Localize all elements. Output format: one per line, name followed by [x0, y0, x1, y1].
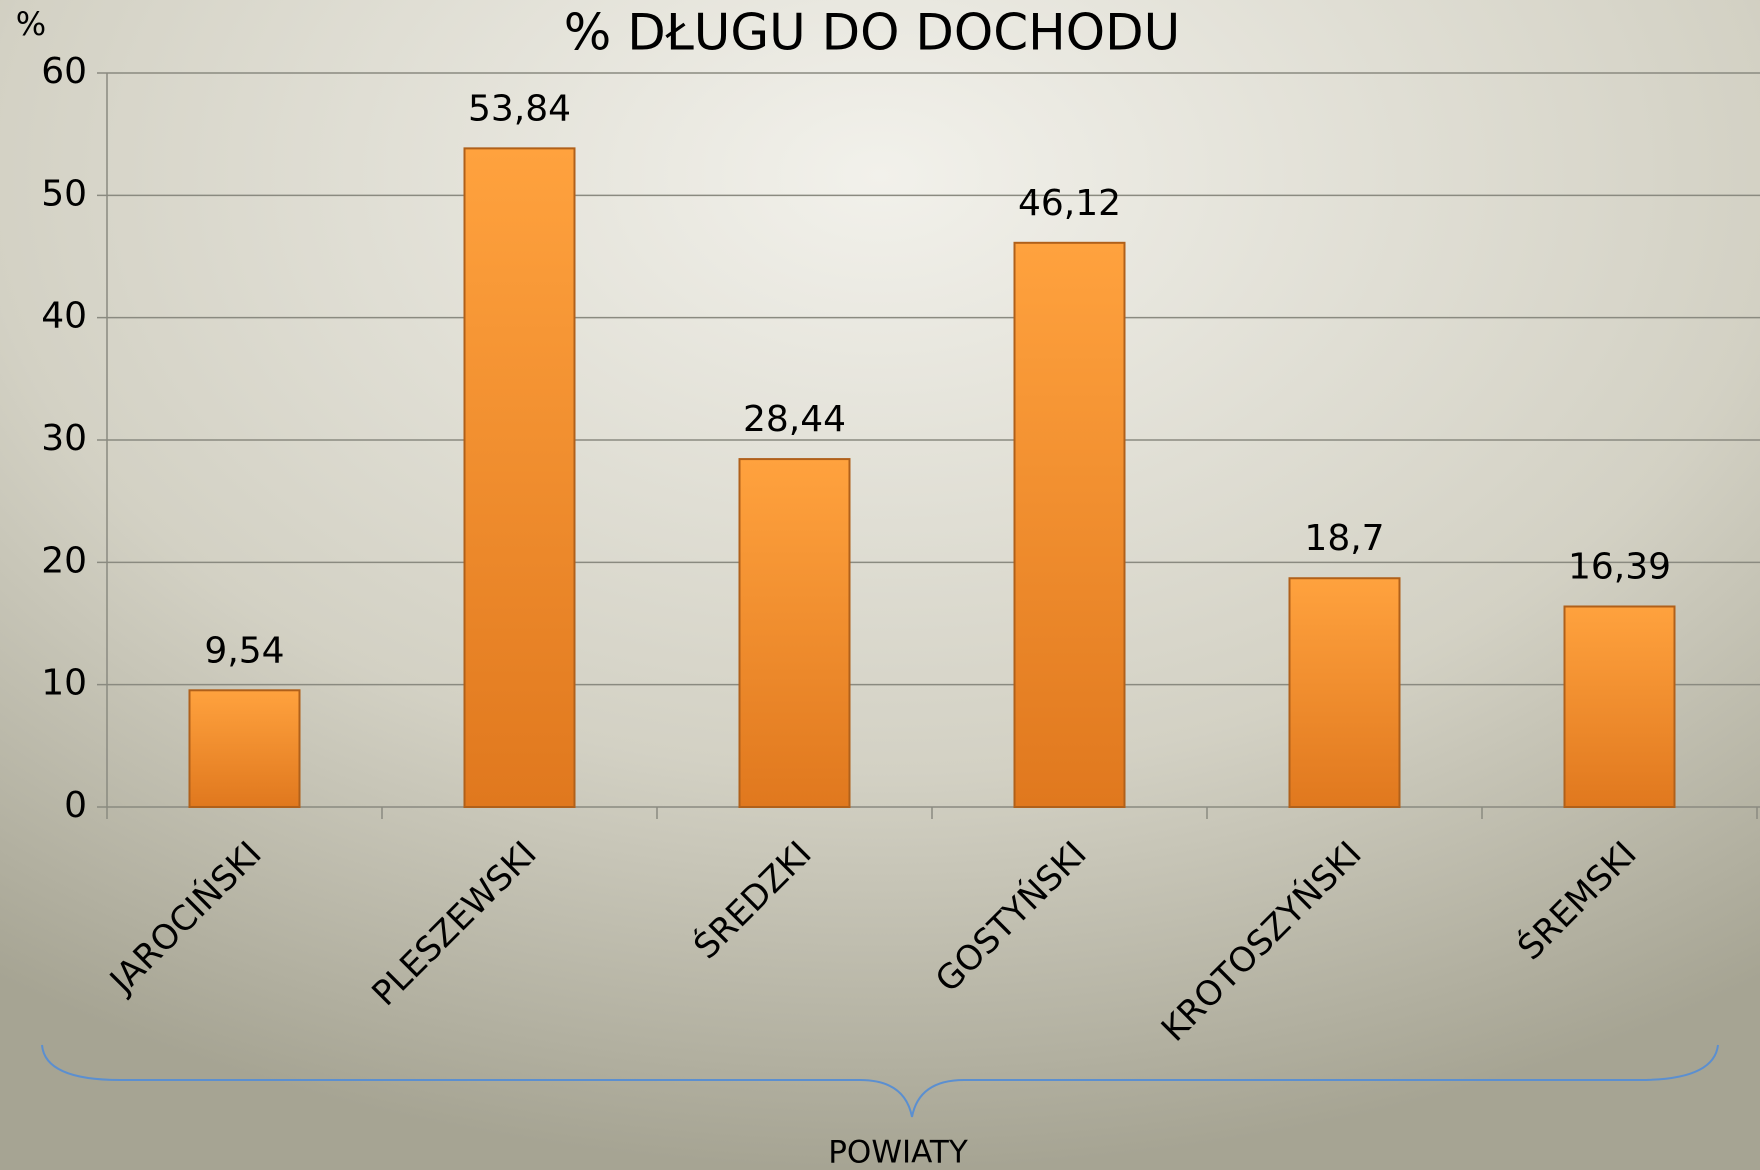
data-label: 28,44 [743, 399, 846, 440]
data-label: 46,12 [1018, 183, 1121, 224]
data-label: 16,39 [1568, 546, 1671, 587]
x-axis-label: POWIATY [828, 1135, 968, 1170]
data-label: 9,54 [204, 630, 284, 671]
y-tick-label: 50 [41, 173, 87, 214]
y-tick-label: 40 [41, 296, 87, 337]
y-axis-label: % [16, 5, 46, 43]
data-label: 53,84 [468, 88, 571, 129]
brace [41, 1044, 1719, 1118]
bar [463, 147, 576, 808]
y-tick-label: 10 [41, 663, 87, 704]
bar [1288, 577, 1401, 809]
data-label: 18,7 [1304, 518, 1384, 559]
y-tick-label: 60 [41, 51, 87, 92]
chart-title: % DŁUGU DO DOCHODU [564, 4, 1180, 62]
bar [188, 689, 301, 809]
bar [1563, 605, 1676, 808]
y-tick-label: 0 [64, 785, 87, 826]
bar [1013, 241, 1126, 809]
y-tick-label: 20 [41, 540, 87, 581]
y-tick-label: 30 [41, 418, 87, 459]
bar [738, 458, 851, 808]
